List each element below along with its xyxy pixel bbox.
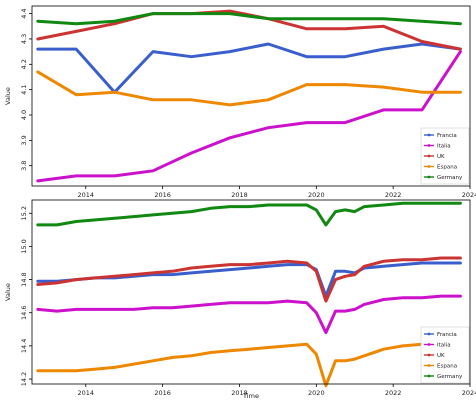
panel-2-legend-marker-uk	[427, 353, 431, 357]
panel-1-series-italia-line	[36, 50, 462, 183]
panel-1-x-tick-label: 2022	[385, 191, 402, 199]
panel-2-legend-label-espana: Espana	[437, 364, 457, 370]
panel-1-x-tick-label: 2016	[154, 191, 171, 199]
panel-2-legend-label-italia: Italia	[437, 343, 451, 349]
panel-1-legend-label-italia: Italia	[437, 144, 451, 150]
panel-2-series-germany-line	[36, 201, 462, 227]
panel-1-legend-label-germany: Germany	[437, 175, 463, 181]
panel-2-legend-label-francia: Francia	[437, 332, 457, 338]
panel-2-x-tick-label: 2024	[462, 389, 476, 397]
panel-2-x-tick-label: 2020	[308, 389, 325, 397]
panel-1-x-tick-label: 2018	[231, 191, 248, 199]
panel-2-legend-marker-francia	[427, 332, 431, 336]
panel-2-y-axis-label: Value	[4, 283, 12, 301]
panel-1-legend-label-francia: Francia	[437, 133, 457, 139]
panel-1-y-tick-label: 4.4	[20, 8, 28, 18]
panel-2-legend-marker-italia	[427, 343, 431, 346]
panel-2-legend: Francia Italia UK Espana Germany	[420, 326, 470, 384]
panel-1-series-espana-line	[36, 70, 462, 107]
panel-1-y-tick-label: 4.0	[20, 110, 28, 120]
panel-2-plot-frame	[31, 199, 471, 385]
panel-1-y-axis-label: Value	[4, 87, 12, 105]
panel-2-x-tick-label: 2022	[385, 389, 402, 397]
panel-2-legend-marker-germany	[427, 374, 431, 378]
panel-1-legend-marker-francia	[427, 133, 431, 137]
panel-2-y-tick-label: 14.6	[20, 305, 28, 319]
panel-1-legend-marker-espana	[427, 165, 431, 168]
panel-1-legend: Francia Italia UK Espana Germany	[420, 127, 470, 185]
panel-1-series-francia-line	[36, 42, 462, 94]
panel-1-legend-marker-italia	[427, 144, 431, 147]
panel-2-x-tick-label: 2018	[231, 389, 248, 397]
panel-1-x-tick-label: 2024	[462, 191, 476, 199]
panel-2-legend-marker-espana	[427, 364, 431, 367]
panel-2-series-espana-line	[36, 339, 462, 388]
panel-1-y-tick-label: 4.2	[20, 59, 28, 69]
panel-2-series-uk-line	[36, 256, 462, 303]
panel-2-y-tick-label: 15.2	[20, 206, 28, 220]
panel-1-series-germany-line	[36, 12, 462, 26]
panel-1-x-tick-label: 2014	[78, 191, 95, 199]
panel-1-legend-label-espana: Espana	[437, 165, 457, 171]
panel-2-x-axis-label: Time	[242, 392, 259, 400]
panel-1-x-tick-label: 2020	[308, 191, 325, 199]
panel-1-y-tick-label: 4.3	[20, 34, 28, 44]
panel-2-x-tick-label: 2016	[154, 389, 171, 397]
panel-1-legend-marker-uk	[427, 154, 431, 158]
panel-1-plot-frame	[31, 5, 471, 187]
panel-1-legend-marker-germany	[427, 175, 431, 179]
panel-2-y-tick-label: 14.4	[20, 339, 28, 353]
panel-2-series-italia-line	[36, 294, 462, 335]
panel-2-series-francia-line	[36, 261, 462, 298]
panel-2-x-tick-label: 2014	[78, 389, 95, 397]
panel-2-legend-label-uk: UK	[437, 353, 445, 359]
panel-1: 2014 2016 2018 2020 2022 2024 3.8 3.9 4.0 4.1 4.2 4…	[4, 5, 476, 199]
panel-2-legend-label-germany: Germany	[437, 374, 463, 380]
panel-1-y-tick-label: 3.9	[20, 135, 28, 145]
panel-1-y-tick-label: 3.8	[20, 161, 28, 171]
panel-1-legend-label-uk: UK	[437, 154, 445, 160]
panel-1-y-tick-label: 4.1	[20, 84, 28, 94]
panel-2-y-tick-label: 14.2	[20, 372, 28, 386]
panel-2: 2014 2016 2018 2020 2022 2024 14.2 14.4 14.6 14.8…	[4, 199, 476, 400]
panel-2-y-tick-label: 14.8	[20, 272, 28, 286]
panel-2-y-tick-label: 15.0	[20, 239, 28, 253]
